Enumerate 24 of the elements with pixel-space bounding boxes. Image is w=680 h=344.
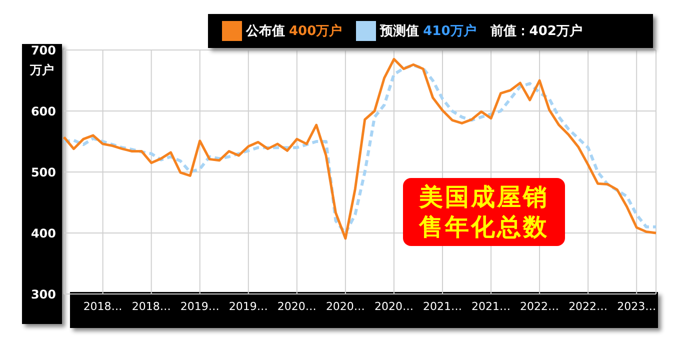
- y-tick-label: 400: [30, 226, 56, 240]
- x-tick-label: 2020…: [374, 300, 414, 313]
- y-axis-title: 万户: [29, 62, 55, 79]
- x-tick-label: 2023…: [617, 300, 656, 313]
- x-tick-label: 2020…: [277, 300, 316, 313]
- x-tick-label: 2019…: [228, 300, 268, 313]
- y-tick-label: 600: [30, 104, 56, 118]
- x-tick-label: 2022…: [520, 300, 560, 313]
- x-tick-label: 2022…: [568, 300, 608, 313]
- x-tick-label: 2021…: [422, 300, 462, 313]
- text: 400万户: [289, 22, 342, 40]
- text: 美国成屋销售年化总数: [403, 178, 565, 246]
- y-tick-label: 700: [30, 43, 56, 58]
- y-tick-label: 500: [30, 165, 56, 180]
- y-tick-label: 300: [30, 287, 56, 302]
- x-tick-label: 2018…: [83, 300, 122, 313]
- x-tick-label: 2018…: [132, 300, 171, 313]
- text: 410万户: [423, 22, 476, 40]
- legend-label: 预测值: [380, 23, 420, 40]
- x-tick-label: 2021…: [472, 300, 511, 313]
- legend-label: 公布值: [246, 23, 285, 40]
- x-tick-label: 2020…: [326, 300, 365, 313]
- text: 前值：402万户: [490, 22, 582, 40]
- x-tick-label: 2019…: [180, 300, 220, 313]
